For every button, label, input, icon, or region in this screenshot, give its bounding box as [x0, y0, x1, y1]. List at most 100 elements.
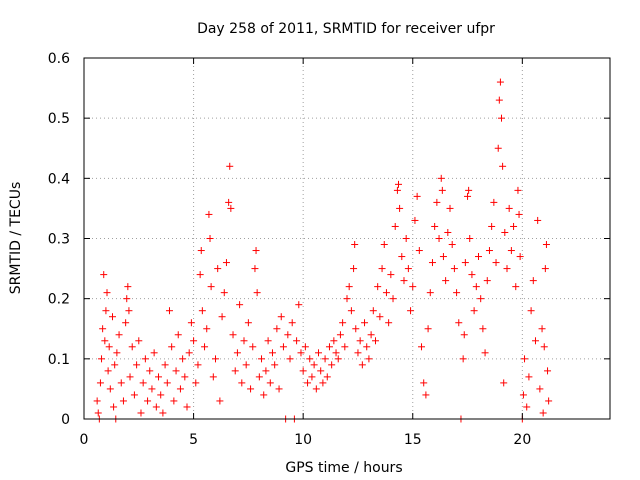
data-point [133, 361, 141, 369]
data-point [233, 349, 241, 357]
data-point [130, 391, 138, 399]
data-point [286, 355, 294, 363]
data-point [185, 349, 193, 357]
data-point [365, 355, 373, 363]
data-point [475, 253, 482, 261]
data-point [529, 277, 537, 285]
data-point [525, 373, 533, 381]
data-point [540, 343, 548, 351]
data-point [207, 283, 215, 291]
data-point [369, 307, 377, 315]
data-point [110, 403, 118, 411]
data-point [117, 379, 125, 387]
data-point [350, 265, 358, 273]
data-point [176, 385, 184, 393]
data-point [101, 337, 109, 345]
data-point [492, 259, 500, 267]
data-point [531, 337, 539, 345]
y-tick-label: 0.4 [48, 171, 70, 187]
data-point [433, 198, 441, 206]
data-point [431, 222, 439, 230]
data-point [216, 397, 224, 405]
data-point [201, 343, 209, 351]
data-point [354, 349, 362, 357]
data-point [277, 313, 285, 321]
data-point [477, 295, 485, 303]
data-point [319, 379, 327, 387]
data-point [108, 313, 116, 321]
data-point [124, 283, 132, 291]
data-point [275, 385, 283, 393]
data-point [363, 343, 371, 351]
data-point [126, 373, 134, 381]
data-point [218, 313, 226, 321]
data-point [297, 349, 305, 357]
data-point [398, 253, 406, 261]
data-point [472, 283, 480, 291]
data-point [242, 361, 250, 369]
data-point [396, 204, 404, 212]
data-point [288, 319, 296, 327]
data-point [407, 307, 415, 315]
data-point [534, 216, 542, 224]
axis-ticks [83, 57, 610, 420]
data-point [402, 235, 410, 242]
data-point [128, 343, 136, 351]
data-point [460, 331, 468, 339]
data-point [159, 409, 167, 417]
data-point [249, 343, 257, 351]
data-point [501, 228, 509, 236]
data-point [453, 289, 461, 297]
data-point [168, 343, 176, 351]
data-point [220, 289, 228, 297]
data-point [455, 319, 463, 327]
data-point [461, 259, 469, 267]
data-point [194, 361, 202, 369]
data-point [165, 307, 173, 315]
y-tick-label: 0.5 [48, 111, 70, 127]
data-point [442, 277, 450, 285]
data-point [170, 397, 178, 405]
x-axis-label: GPS time / hours [285, 460, 402, 476]
data-point [395, 180, 403, 188]
data-point [514, 186, 522, 194]
data-point [418, 343, 426, 351]
data-point [99, 325, 107, 333]
data-point [227, 204, 235, 212]
data-point [299, 367, 307, 375]
data-point [192, 379, 200, 387]
data-point [446, 204, 454, 212]
x-tick-label: 20 [513, 432, 531, 448]
data-point [295, 301, 303, 309]
data-point [315, 349, 323, 357]
data-point [268, 349, 276, 357]
data-point [206, 235, 214, 242]
data-point [264, 337, 272, 345]
data-point [367, 331, 375, 339]
data-point [197, 247, 205, 255]
data-point [507, 247, 515, 255]
data-point [113, 349, 121, 357]
data-point [371, 337, 379, 345]
data-point [413, 192, 421, 200]
data-point [244, 319, 252, 327]
data-point [330, 337, 338, 345]
data-point [179, 355, 187, 363]
data-point [424, 325, 432, 333]
data-point [541, 265, 549, 273]
data-point [240, 337, 248, 345]
x-tick-label: 15 [404, 432, 422, 448]
data-point [347, 307, 355, 315]
data-point [325, 343, 333, 351]
data-point [391, 222, 399, 230]
data-point [374, 283, 382, 291]
data-point [137, 409, 145, 417]
data-point [226, 162, 234, 170]
data-point [141, 355, 149, 363]
data-point [139, 379, 147, 387]
data-point [104, 367, 112, 375]
data-point [361, 319, 369, 327]
data-point [339, 319, 347, 327]
data-point [521, 355, 529, 363]
